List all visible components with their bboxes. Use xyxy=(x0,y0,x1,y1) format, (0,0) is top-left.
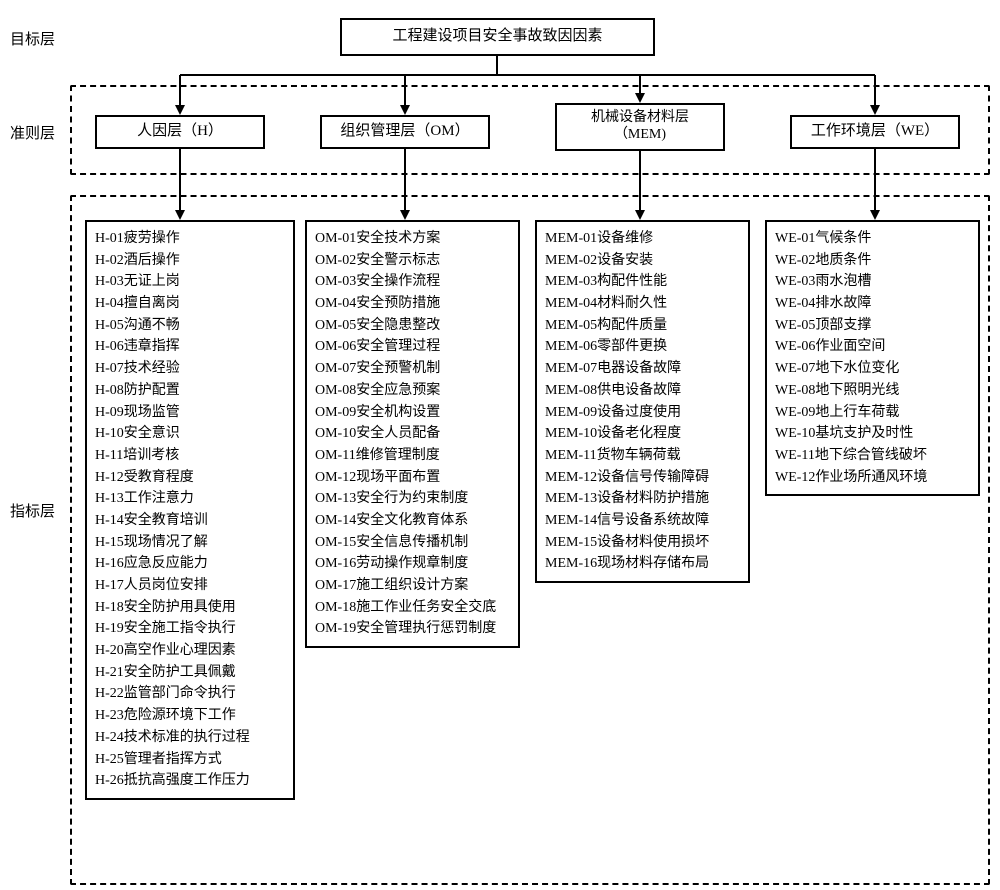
indicator-item: OM-02安全警示标志 xyxy=(315,250,510,272)
indicator-item: WE-04排水故障 xyxy=(775,293,970,315)
indicator-list-we: WE-01气候条件WE-02地质条件WE-03雨水泡槽WE-04排水故障WE-0… xyxy=(765,220,980,496)
indicator-item: MEM-13设备材料防护措施 xyxy=(545,488,740,510)
indicator-item: H-15现场情况了解 xyxy=(95,532,285,554)
indicator-item: H-07技术经验 xyxy=(95,358,285,380)
indicator-item: H-13工作注意力 xyxy=(95,488,285,510)
indicator-item: H-04擅自离岗 xyxy=(95,293,285,315)
indicator-item: OM-10安全人员配备 xyxy=(315,423,510,445)
indicator-item: MEM-07电器设备故障 xyxy=(545,358,740,380)
criteria-mem-label-2: （MEM) xyxy=(614,127,666,144)
indicator-item: MEM-03构配件性能 xyxy=(545,271,740,293)
indicator-item: WE-03雨水泡槽 xyxy=(775,271,970,293)
indicator-item: OM-15安全信息传播机制 xyxy=(315,532,510,554)
indicator-item: H-06违章指挥 xyxy=(95,336,285,358)
indicator-item: WE-02地质条件 xyxy=(775,250,970,272)
criteria-h-label: 人因层（H） xyxy=(137,122,223,142)
indicator-item: H-19安全施工指令执行 xyxy=(95,618,285,640)
indicator-item: H-02酒后操作 xyxy=(95,250,285,272)
indicator-item: MEM-06零部件更换 xyxy=(545,336,740,358)
indicator-item: H-17人员岗位安排 xyxy=(95,575,285,597)
indicator-item: WE-09地上行车荷载 xyxy=(775,402,970,424)
indicator-item: MEM-05构配件质量 xyxy=(545,315,740,337)
indicator-item: H-25管理者指挥方式 xyxy=(95,749,285,771)
indicator-item: OM-05安全隐患整改 xyxy=(315,315,510,337)
indicator-item: OM-07安全预警机制 xyxy=(315,358,510,380)
indicator-item: OM-03安全操作流程 xyxy=(315,271,510,293)
indicator-item: H-09现场监管 xyxy=(95,402,285,424)
criteria-mem-label-1: 机械设备材料层 xyxy=(591,110,689,127)
indicator-item: OM-14安全文化教育体系 xyxy=(315,510,510,532)
indicator-item: H-22监管部门命令执行 xyxy=(95,683,285,705)
indicator-item: H-20高空作业心理因素 xyxy=(95,640,285,662)
indicator-item: OM-12现场平面布置 xyxy=(315,467,510,489)
indicator-item: OM-13安全行为约束制度 xyxy=(315,488,510,510)
criteria-layer-label: 准则层 xyxy=(10,122,55,143)
indicator-item: H-23危险源环境下工作 xyxy=(95,705,285,727)
indicator-item: WE-06作业面空间 xyxy=(775,336,970,358)
criteria-om-label: 组织管理层（OM） xyxy=(340,122,469,142)
indicator-item: OM-11维修管理制度 xyxy=(315,445,510,467)
indicator-item: H-16应急反应能力 xyxy=(95,553,285,575)
criteria-om-node: 组织管理层（OM） xyxy=(320,115,490,149)
indicator-item: OM-19安全管理执行惩罚制度 xyxy=(315,618,510,640)
indicator-item: H-26抵抗高强度工作压力 xyxy=(95,770,285,792)
indicator-item: WE-10基坑支护及时性 xyxy=(775,423,970,445)
indicator-list-h: H-01疲劳操作H-02酒后操作H-03无证上岗H-04擅自离岗H-05沟通不畅… xyxy=(85,220,295,800)
indicator-item: MEM-09设备过度使用 xyxy=(545,402,740,424)
indicator-item: MEM-10设备老化程度 xyxy=(545,423,740,445)
indicator-item: MEM-02设备安装 xyxy=(545,250,740,272)
target-layer-label: 目标层 xyxy=(10,28,55,49)
indicator-item: MEM-08供电设备故障 xyxy=(545,380,740,402)
indicator-layer-label: 指标层 xyxy=(10,500,55,521)
indicator-item: OM-01安全技术方案 xyxy=(315,228,510,250)
indicator-item: OM-09安全机构设置 xyxy=(315,402,510,424)
indicator-item: H-11培训考核 xyxy=(95,445,285,467)
indicator-item: MEM-14信号设备系统故障 xyxy=(545,510,740,532)
criteria-h-node: 人因层（H） xyxy=(95,115,265,149)
indicator-item: OM-04安全预防措施 xyxy=(315,293,510,315)
indicator-item: OM-06安全管理过程 xyxy=(315,336,510,358)
indicator-item: WE-07地下水位变化 xyxy=(775,358,970,380)
criteria-we-label: 工作环境层（WE） xyxy=(811,122,939,142)
indicator-item: MEM-01设备维修 xyxy=(545,228,740,250)
indicator-item: H-21安全防护工具佩戴 xyxy=(95,662,285,684)
indicator-item: MEM-12设备信号传输障碍 xyxy=(545,467,740,489)
indicator-item: MEM-15设备材料使用损坏 xyxy=(545,532,740,554)
indicator-item: MEM-04材料耐久性 xyxy=(545,293,740,315)
criteria-mem-node: 机械设备材料层 （MEM) xyxy=(555,103,725,151)
indicator-item: H-18安全防护用具使用 xyxy=(95,597,285,619)
indicator-list-mem: MEM-01设备维修MEM-02设备安装MEM-03构配件性能MEM-04材料耐… xyxy=(535,220,750,583)
indicator-item: WE-08地下照明光线 xyxy=(775,380,970,402)
indicator-item: H-01疲劳操作 xyxy=(95,228,285,250)
indicator-item: WE-01气候条件 xyxy=(775,228,970,250)
indicator-item: WE-11地下综合管线破坏 xyxy=(775,445,970,467)
indicator-item: H-05沟通不畅 xyxy=(95,315,285,337)
indicator-item: H-14安全教育培训 xyxy=(95,510,285,532)
indicator-item: WE-12作业场所通风环境 xyxy=(775,467,970,489)
criteria-we-node: 工作环境层（WE） xyxy=(790,115,960,149)
indicator-item: WE-05顶部支撑 xyxy=(775,315,970,337)
root-title: 工程建设项目安全事故致因因素 xyxy=(392,27,602,47)
indicator-item: H-12受教育程度 xyxy=(95,467,285,489)
indicator-item: OM-08安全应急预案 xyxy=(315,380,510,402)
indicator-item: H-03无证上岗 xyxy=(95,271,285,293)
indicator-item: MEM-16现场材料存储布局 xyxy=(545,553,740,575)
indicator-item: OM-18施工作业任务安全交底 xyxy=(315,597,510,619)
indicator-item: H-08防护配置 xyxy=(95,380,285,402)
indicator-list-om: OM-01安全技术方案OM-02安全警示标志OM-03安全操作流程OM-04安全… xyxy=(305,220,520,648)
indicator-item: OM-17施工组织设计方案 xyxy=(315,575,510,597)
indicator-item: MEM-11货物车辆荷载 xyxy=(545,445,740,467)
indicator-item: OM-16劳动操作规章制度 xyxy=(315,553,510,575)
indicator-item: H-24技术标准的执行过程 xyxy=(95,727,285,749)
indicator-item: H-10安全意识 xyxy=(95,423,285,445)
root-node: 工程建设项目安全事故致因因素 xyxy=(340,18,655,56)
